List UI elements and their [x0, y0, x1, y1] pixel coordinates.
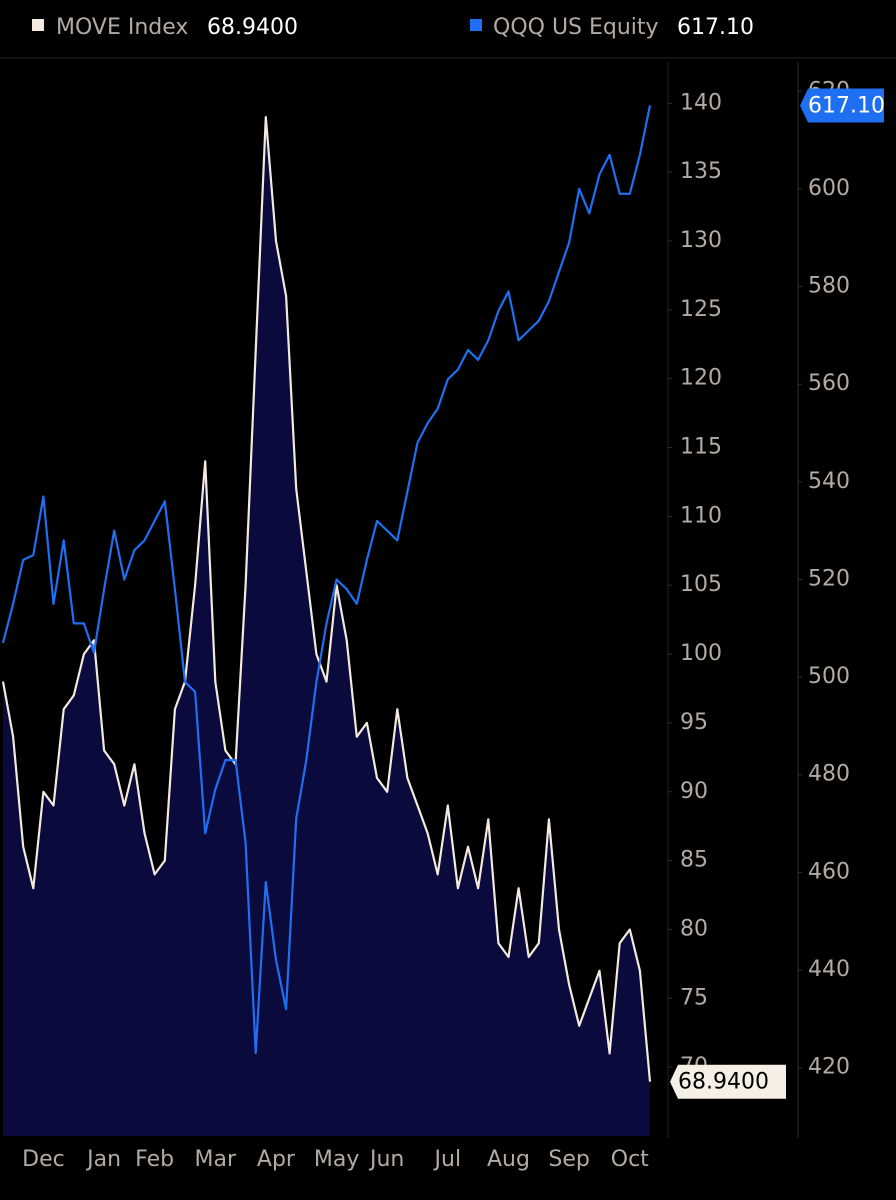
legend-label: QQQ US Equity [493, 15, 659, 40]
last-value-label: 68.9400 [678, 1070, 769, 1095]
y2-tick-label: 480 [808, 762, 850, 787]
x-tick-label: Aug [487, 1147, 530, 1172]
legend-label: MOVE Index [56, 15, 188, 40]
y2-tick-label: 520 [808, 566, 850, 591]
y2-tick-label: 540 [808, 469, 850, 494]
y-tick-label: 75 [680, 985, 708, 1010]
legend-swatch [470, 19, 482, 31]
line [1, 105, 652, 1055]
legend-swatch [32, 19, 44, 31]
y2-tick-label: 500 [808, 664, 850, 689]
y-tick-label: 85 [680, 848, 708, 873]
x-tick-label: Oct [611, 1147, 649, 1172]
x-tick-label: Sep [548, 1147, 589, 1172]
y-tick-label: 140 [680, 90, 722, 115]
y2-tick-label: 580 [808, 274, 850, 299]
y-tick-label: 95 [680, 710, 708, 735]
area [3, 117, 650, 1137]
y2-tick-label: 420 [808, 1055, 850, 1080]
last-value-label: 617.10 [808, 93, 885, 118]
y-tick-label: 135 [680, 159, 722, 184]
legend-value: 617.10 [677, 15, 754, 40]
y2-tick-label: 600 [808, 176, 850, 201]
x-tick-label: Feb [135, 1147, 174, 1172]
y-tick-label: 120 [680, 366, 722, 391]
last-value-tag [800, 88, 884, 123]
x-tick-label: Jul [433, 1147, 462, 1172]
y-tick-label: 100 [680, 641, 722, 666]
x-tick-label: Apr [257, 1147, 296, 1172]
x-tick-label: Jun [368, 1147, 404, 1172]
y-tick-label: 130 [680, 228, 722, 253]
y-tick-label: 105 [680, 572, 722, 597]
y2-tick-label: 440 [808, 957, 850, 982]
last-value-tag [670, 1064, 786, 1099]
x-tick-label: Dec [22, 1147, 65, 1172]
y-tick-label: 115 [680, 435, 722, 460]
y2-tick-label: 460 [808, 859, 850, 884]
legend-value: 68.9400 [207, 15, 298, 40]
y-tick-label: 90 [680, 779, 708, 804]
line [1, 116, 652, 1082]
y-tick-label: 125 [680, 297, 722, 322]
y-tick-label: 80 [680, 916, 708, 941]
y2-tick-label: 560 [808, 371, 850, 396]
x-tick-label: May [314, 1147, 359, 1172]
x-tick-label: Jan [85, 1147, 121, 1172]
x-tick-label: Mar [195, 1147, 237, 1172]
y-tick-label: 110 [680, 503, 722, 528]
